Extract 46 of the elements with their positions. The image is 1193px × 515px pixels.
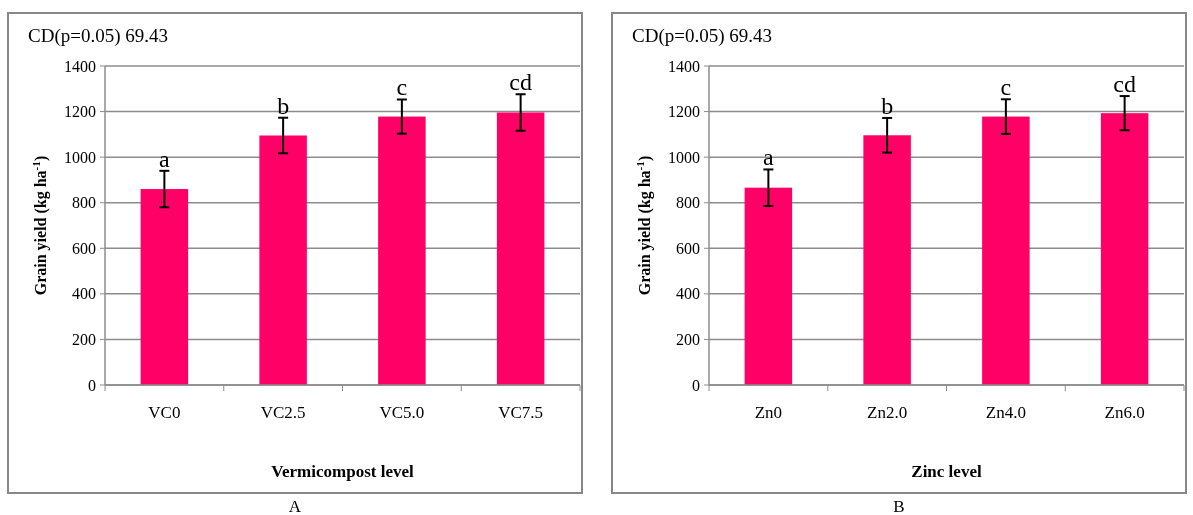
x-tick-label: Zn2.0	[867, 403, 908, 422]
bar	[744, 187, 793, 385]
x-tick-label: VC5.0	[379, 403, 425, 422]
bar	[982, 116, 1030, 385]
annotation: b	[277, 92, 290, 119]
x-tick-label: Zn0	[754, 403, 783, 422]
annotation: c	[396, 74, 408, 101]
y-tick-label: 800	[676, 194, 700, 212]
y-tick-label: 1400	[668, 57, 700, 75]
y-tick-label: 0	[88, 376, 96, 394]
x-axis-title: Zinc level	[911, 462, 982, 481]
text: CD(p=0.05) 69.43	[632, 25, 773, 47]
y-tick-label: 200	[72, 331, 96, 349]
x-tick-label: VC0	[148, 403, 181, 422]
y-tick-label: 400	[72, 285, 96, 303]
x-axis-title: Vermicompost level	[271, 462, 414, 481]
annotation: a	[159, 145, 171, 172]
y-tick-label: 800	[72, 194, 96, 212]
y-tick-label: 1200	[668, 103, 700, 121]
bar	[140, 189, 189, 385]
x-tick-label: Zn4.0	[985, 403, 1026, 422]
bar	[259, 135, 307, 385]
x-tick-label: VC2.5	[260, 403, 306, 422]
annotation: cd	[509, 69, 532, 96]
y-tick-label: 200	[676, 331, 700, 349]
y-tick-label: 600	[72, 239, 96, 257]
annotation: cd	[1113, 71, 1136, 98]
y-tick-label: 1200	[64, 103, 96, 121]
annotation: c	[1000, 74, 1012, 101]
annotation: a	[763, 144, 775, 171]
text: B	[893, 497, 905, 515]
text: CD(p=0.05) 69.43	[28, 25, 169, 47]
y-tick-label: 1000	[668, 148, 700, 166]
y-tick-label: 400	[676, 285, 700, 303]
bar	[378, 116, 426, 385]
y-tick-label: 1000	[64, 148, 96, 166]
bar	[496, 112, 545, 385]
x-tick-label: VC7.5	[498, 403, 544, 422]
annotation: b	[881, 92, 894, 119]
bar	[863, 135, 911, 385]
y-tick-label: 1400	[64, 57, 96, 75]
text: A	[288, 497, 302, 515]
bar	[1100, 113, 1149, 385]
x-tick-label: Zn6.0	[1104, 403, 1145, 422]
y-tick-label: 600	[676, 239, 700, 257]
y-tick-label: 0	[692, 376, 700, 394]
